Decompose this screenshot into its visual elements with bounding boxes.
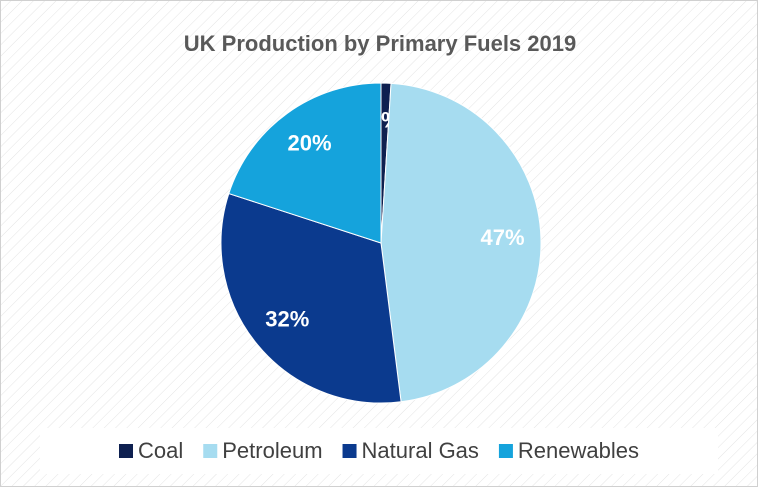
- legend-swatch: [119, 444, 133, 458]
- pie-slice: [228, 82, 382, 244]
- pie-slice: [220, 192, 402, 404]
- pie: 1%47%32%20%: [220, 82, 542, 404]
- legend-label: Petroleum: [222, 438, 322, 463]
- data-label: 20%: [288, 130, 332, 155]
- chart-title: UK Production by Primary Fuels 2019: [184, 31, 576, 56]
- legend-swatch: [203, 444, 218, 458]
- legend-label: Coal: [138, 438, 183, 463]
- data-label: 32%: [265, 306, 309, 331]
- legend: Coal Petroleum Natural Gas Renewables: [119, 438, 639, 463]
- legend-label: Renewables: [518, 438, 639, 463]
- pie-slice: [380, 82, 542, 403]
- data-label: 47%: [481, 225, 525, 250]
- legend-label: Natural Gas: [362, 438, 479, 463]
- legend-swatch: [342, 444, 357, 458]
- legend-swatch: [498, 444, 513, 458]
- legend-background: [40, 428, 718, 474]
